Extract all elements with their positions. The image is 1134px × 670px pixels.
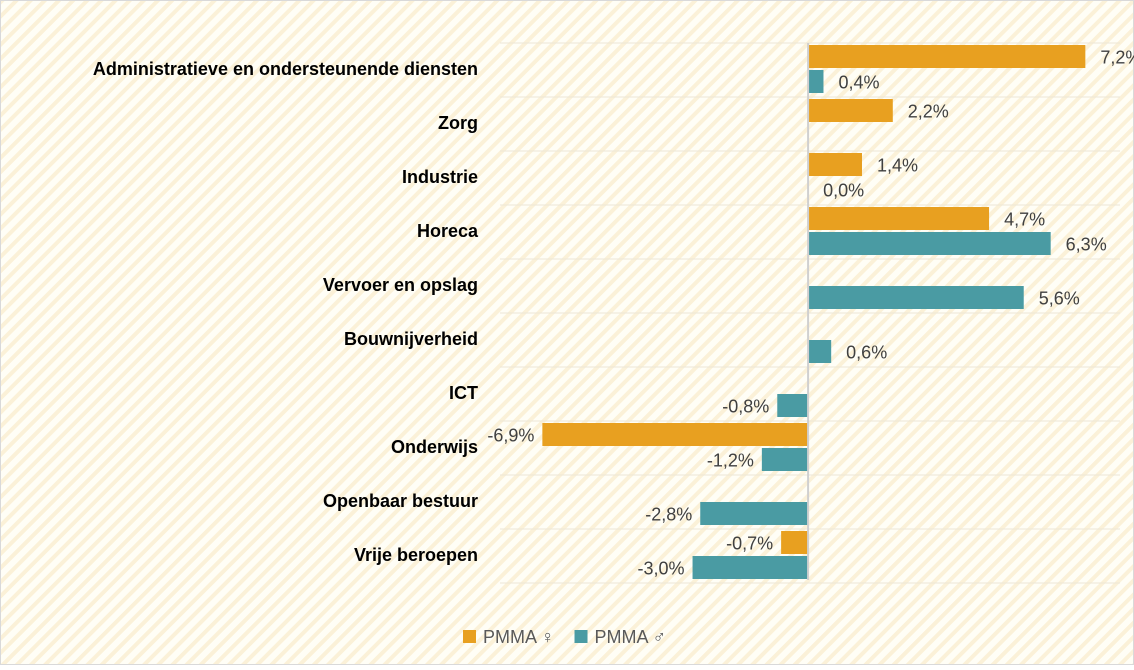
value-label: -0,7% <box>726 533 773 553</box>
value-label: 0,6% <box>846 342 887 362</box>
value-label: -3,0% <box>638 558 685 578</box>
bar <box>692 556 809 579</box>
bar <box>781 531 809 554</box>
value-label: 0,4% <box>838 72 879 92</box>
legend-swatch <box>574 630 588 643</box>
bar <box>761 448 809 471</box>
category-label: Zorg <box>438 113 478 133</box>
bar <box>808 340 832 363</box>
bar <box>808 232 1051 255</box>
value-label: -0,8% <box>722 396 769 416</box>
value-label: 1,4% <box>877 155 918 175</box>
legend-label: PMMA ♂ <box>595 627 667 647</box>
bar <box>777 394 809 417</box>
value-label: -6,9% <box>487 425 534 445</box>
category-label: Horeca <box>417 221 479 241</box>
value-label: 7,2% <box>1100 47 1134 67</box>
category-label: Vrije beroepen <box>354 545 478 565</box>
category-label: Industrie <box>402 167 478 187</box>
legend-label: PMMA ♀ <box>483 627 555 647</box>
value-label: -2,8% <box>645 504 692 524</box>
bar <box>808 153 862 176</box>
category-label: Openbaar bestuur <box>323 491 478 511</box>
value-label: 6,3% <box>1066 234 1107 254</box>
category-label: Bouwnijverheid <box>344 329 478 349</box>
value-label: 4,7% <box>1004 209 1045 229</box>
bar <box>808 70 824 93</box>
value-label: 2,2% <box>908 101 949 121</box>
category-label: Administratieve en ondersteunende dienst… <box>93 59 478 79</box>
bar <box>700 502 809 525</box>
category-label: Vervoer en opslag <box>323 275 478 295</box>
category-label: Onderwijs <box>391 437 478 457</box>
value-label: 5,6% <box>1039 288 1080 308</box>
value-label: -1,2% <box>707 450 754 470</box>
legend-swatch <box>463 630 476 643</box>
bar <box>808 99 893 122</box>
value-label: 0,0% <box>823 180 864 200</box>
bar <box>808 207 990 230</box>
category-label: ICT <box>449 383 478 403</box>
bar <box>808 45 1086 68</box>
bar <box>808 286 1024 309</box>
bar <box>542 423 809 446</box>
